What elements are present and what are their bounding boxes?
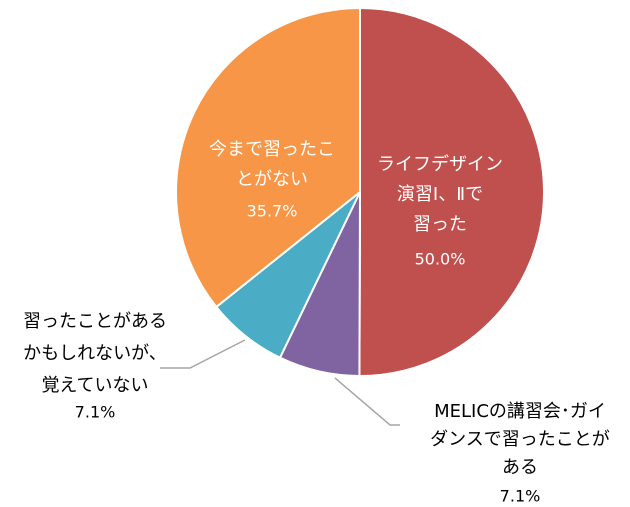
slice-label: MELICの講習会･ガイ bbox=[434, 401, 606, 422]
slice-label: 覚えていない bbox=[41, 375, 148, 396]
leader-line bbox=[160, 339, 246, 369]
slice-label: 今まで習ったこ bbox=[209, 139, 335, 160]
value-label: 7.1% bbox=[75, 403, 116, 422]
value-label: 50.0% bbox=[415, 250, 466, 269]
slice-label: 習った bbox=[413, 214, 467, 235]
slice-label: ダンスで習ったことが bbox=[430, 429, 610, 450]
value-label: 7.1% bbox=[500, 487, 541, 506]
slice-label: 習ったことがある bbox=[23, 311, 167, 332]
value-label: 35.7% bbox=[247, 202, 298, 221]
leader-line bbox=[334, 377, 400, 426]
pie-slice bbox=[358, 6, 546, 377]
slice-label: とがない bbox=[236, 169, 308, 190]
pie-slice bbox=[175, 6, 361, 309]
slice-label: ある bbox=[502, 457, 538, 478]
slice-label: かもしれないが、 bbox=[23, 343, 167, 364]
slice-label: ライフデザイン bbox=[377, 154, 503, 175]
slice-label: 演習Ⅰ、Ⅱで bbox=[397, 184, 483, 205]
